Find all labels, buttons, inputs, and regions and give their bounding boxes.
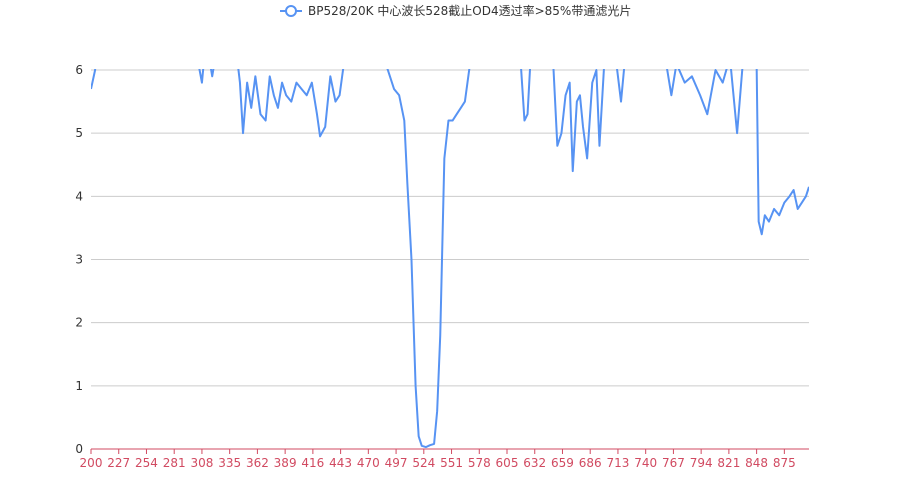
y-tick-label: 3 xyxy=(75,253,83,267)
x-tick-label: 335 xyxy=(218,456,241,470)
x-tick-label: 551 xyxy=(440,456,463,470)
y-tick-label: 0 xyxy=(75,442,83,456)
x-tick-label: 578 xyxy=(468,456,491,470)
y-tick-label: 5 xyxy=(75,126,83,140)
x-tick-label: 389 xyxy=(274,456,297,470)
x-tick-label: 443 xyxy=(329,456,352,470)
x-tick-label: 281 xyxy=(163,456,186,470)
legend[interactable]: BP528/20K 中心波长528截止OD4透过率>85%带通滤光片 xyxy=(280,3,631,18)
x-tick-label: 632 xyxy=(523,456,546,470)
x-tick-label: 875 xyxy=(773,456,796,470)
x-tick-label: 767 xyxy=(662,456,685,470)
y-tick-label: 1 xyxy=(75,379,83,393)
x-tick-label: 794 xyxy=(690,456,713,470)
y-tick-label: 6 xyxy=(75,63,83,77)
x-tick-label: 227 xyxy=(107,456,130,470)
x-tick-label: 362 xyxy=(246,456,269,470)
x-tick-label: 254 xyxy=(135,456,158,470)
x-tick-label: 821 xyxy=(717,456,740,470)
x-tick-label: 497 xyxy=(385,456,408,470)
x-tick-label: 686 xyxy=(579,456,602,470)
x-tick-label: 524 xyxy=(412,456,435,470)
x-tick-label: 659 xyxy=(551,456,574,470)
x-tick-label: 605 xyxy=(496,456,519,470)
y-tick-label: 2 xyxy=(75,316,83,330)
x-tick-label: 470 xyxy=(357,456,380,470)
legend-symbol xyxy=(285,5,297,17)
x-tick-label: 416 xyxy=(301,456,324,470)
x-tick-label: 740 xyxy=(634,456,657,470)
x-tick-label: 308 xyxy=(190,456,213,470)
data-line xyxy=(91,69,809,449)
x-tick-label: 848 xyxy=(745,456,768,470)
y-tick-label: 4 xyxy=(75,189,83,203)
x-tick-label: 200 xyxy=(80,456,103,470)
legend-label: BP528/20K 中心波长528截止OD4透过率>85%带通滤光片 xyxy=(308,3,631,18)
x-tick-label: 713 xyxy=(606,456,629,470)
